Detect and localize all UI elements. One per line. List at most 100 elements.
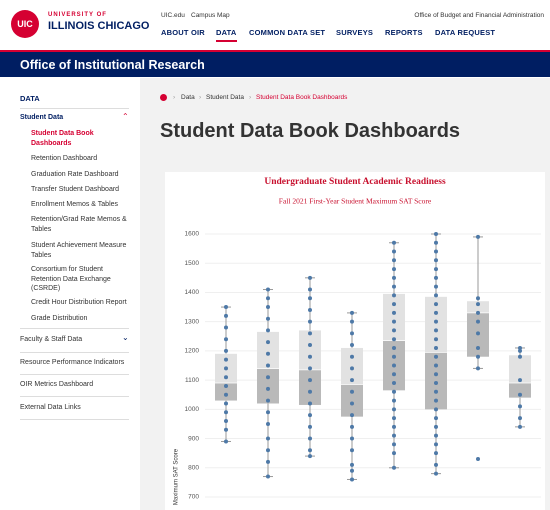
data-point — [392, 407, 396, 412]
box-upper — [509, 355, 531, 384]
data-point — [392, 398, 396, 403]
sidebar-link[interactable]: Grade Distribution — [31, 315, 88, 322]
utility-link[interactable]: Campus Map — [191, 12, 230, 19]
office-link[interactable]: Office of Budget and Financial Administr… — [414, 12, 544, 19]
sidebar-section[interactable]: Resource Performance Indicators — [20, 359, 125, 366]
nav-item[interactable]: REPORTS — [385, 28, 423, 37]
data-point — [350, 448, 354, 453]
data-point — [434, 302, 438, 307]
data-point — [476, 354, 480, 359]
data-point — [224, 325, 228, 330]
home-icon[interactable] — [160, 94, 167, 101]
box-upper — [341, 347, 363, 385]
data-point — [518, 416, 522, 421]
data-point — [392, 337, 396, 342]
sidebar-link[interactable]: Graduation Rate Dashboard — [31, 171, 119, 178]
sidebar-link-active[interactable]: Student Data Book Dashboards — [31, 130, 94, 147]
box-upper — [257, 331, 279, 369]
data-point — [392, 328, 396, 333]
data-point — [434, 372, 438, 377]
data-point — [308, 343, 312, 348]
data-point — [224, 392, 228, 397]
chart-subtitle: Fall 2021 First-Year Student Maximum SAT… — [279, 197, 432, 206]
breadcrumb[interactable]: Student Data — [206, 94, 244, 101]
data-point — [266, 287, 270, 292]
sidebar-link[interactable]: Consortium for Student Retention Data Ex… — [31, 266, 111, 292]
data-point — [350, 413, 354, 418]
data-point — [308, 401, 312, 406]
data-point — [308, 366, 312, 371]
data-point — [308, 354, 312, 359]
data-point — [476, 345, 480, 350]
utility-link[interactable]: UIC.edu — [161, 12, 185, 19]
data-point — [392, 433, 396, 438]
divider — [20, 374, 129, 375]
logo[interactable]: UIC — [10, 9, 42, 39]
divider — [20, 352, 129, 353]
caret[interactable]: ⌃ — [122, 112, 129, 121]
sidebar-link[interactable]: Retention/Grad Rate Memos & Tables — [31, 216, 127, 233]
sidebar-link[interactable]: Retention Dashboard — [31, 155, 98, 162]
data-point — [518, 345, 522, 350]
box-upper — [299, 330, 321, 370]
nav-item[interactable]: ABOUT OIR — [161, 28, 205, 37]
data-point — [434, 416, 438, 421]
divider — [20, 419, 129, 420]
nav-item-active[interactable]: DATA — [216, 28, 237, 42]
sidebar-link[interactable]: Credit Hour Distribution Report — [31, 299, 127, 306]
sidebar-link[interactable]: Enrollment Memos & Tables — [31, 201, 119, 208]
breadcrumb[interactable]: Data — [181, 94, 195, 101]
data-point — [266, 421, 270, 426]
logo-mark: UIC — [17, 19, 33, 29]
data-point — [224, 348, 228, 353]
divider — [20, 328, 129, 329]
data-point — [476, 319, 480, 324]
data-point — [266, 410, 270, 415]
data-point — [350, 462, 354, 467]
sidebar-link[interactable]: Transfer Student Dashboard — [31, 186, 120, 193]
breadcrumb-current: Student Data Book Dashboards — [256, 94, 348, 101]
data-point — [350, 310, 354, 315]
data-point — [350, 343, 354, 348]
box-upper — [425, 296, 447, 353]
data-point — [266, 328, 270, 333]
sidebar-section[interactable]: External Data Links — [20, 404, 81, 411]
nav-item[interactable]: DATA REQUEST — [435, 28, 496, 37]
data-point — [434, 275, 438, 280]
data-point — [224, 375, 228, 380]
sidebar-link[interactable]: Student Achievement Measure Tables — [31, 242, 127, 259]
data-point — [392, 293, 396, 298]
data-point — [224, 337, 228, 342]
sidebar-section[interactable]: OIR Metrics Dashboard — [20, 381, 94, 388]
data-point — [224, 401, 228, 406]
data-point — [434, 363, 438, 368]
data-point — [518, 392, 522, 397]
data-point — [392, 451, 396, 456]
sidebar-section[interactable]: Student Data — [20, 114, 64, 121]
data-point — [392, 363, 396, 368]
data-point — [350, 436, 354, 441]
sidebar-section[interactable]: Faculty & Staff Data — [20, 336, 83, 343]
data-point — [350, 477, 354, 482]
box-lower — [215, 383, 237, 401]
data-point — [308, 287, 312, 292]
y-tick-label: 1400 — [185, 289, 200, 296]
data-point — [392, 424, 396, 429]
caret[interactable]: ⌄ — [122, 333, 129, 342]
nav-item[interactable]: SURVEYS — [336, 28, 374, 37]
y-tick-label: 1600 — [185, 231, 200, 238]
data-point — [308, 424, 312, 429]
page-title: Student Data Book Dashboards — [160, 120, 461, 142]
data-point — [434, 293, 438, 298]
data-point — [434, 354, 438, 359]
data-point — [476, 310, 480, 315]
data-point — [224, 313, 228, 318]
data-point — [308, 307, 312, 312]
nav-item[interactable]: COMMON DATA SET — [249, 28, 326, 37]
data-point — [350, 401, 354, 406]
data-point — [476, 457, 480, 462]
data-point — [392, 345, 396, 350]
data-point — [308, 296, 312, 301]
data-point — [392, 275, 396, 280]
data-point — [308, 389, 312, 394]
